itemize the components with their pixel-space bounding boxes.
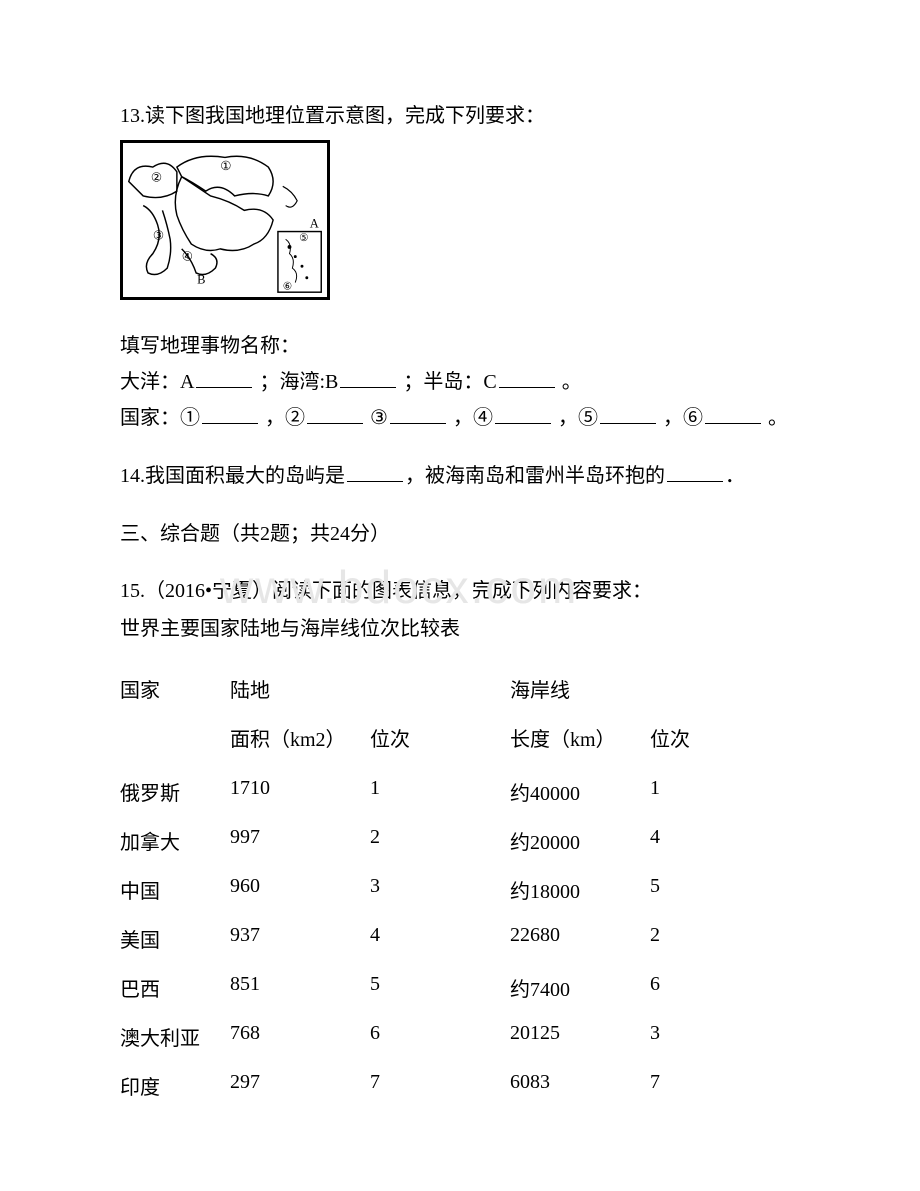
comma-3: ， [453, 407, 473, 429]
comma-5: ， [663, 407, 683, 429]
q13-ocean-pre: 大洋：A [120, 371, 194, 393]
blank-6[interactable] [705, 404, 761, 424]
cell-coast: 约40000 [510, 767, 650, 816]
q15-title1: 15.（2016•宁夏）阅读下面的图表信息，完成下列内容要求： [120, 574, 800, 608]
table-row: 中国9603约180005 [120, 865, 730, 914]
table-row: 澳大利亚7686201253 [120, 1012, 730, 1061]
map-label-5: ⑤ [299, 232, 309, 244]
cell-crank: 2 [650, 914, 730, 963]
label-c4: ④ [473, 407, 493, 429]
cell-coast: 约18000 [510, 865, 650, 914]
q13-title: 13.读下图我国地理位置示意图，完成下列要求： [120, 100, 800, 132]
cell-arank: 5 [370, 963, 510, 1012]
label-c3: ③ [370, 407, 388, 429]
th-length: 长度（km） [510, 717, 650, 767]
table-row: 俄罗斯17101约400001 [120, 767, 730, 816]
comma-4: ， [558, 407, 578, 429]
label-c6: ⑥ [683, 407, 703, 429]
cell-country: 澳大利亚 [120, 1012, 230, 1061]
china-map-svg: ① ② ③ ④ B A ⑤ ⑥ [123, 143, 327, 297]
cell-arank: 3 [370, 865, 510, 914]
q13-ocean-line: 大洋：A ；海湾:B ；半岛：C 。 [120, 364, 800, 400]
china-map-figure: ① ② ③ ④ B A ⑤ ⑥ [120, 140, 330, 300]
th-land: 陆地 [230, 664, 510, 717]
th-area: 面积（km2） [230, 717, 370, 767]
cell-crank: 3 [650, 1012, 730, 1061]
q13-country-pre: 国家： [120, 407, 180, 429]
period-1: 。 [768, 407, 788, 429]
q15-title2: 世界主要国家陆地与海岸线位次比较表 [120, 612, 800, 646]
cell-arank: 6 [370, 1012, 510, 1061]
label-c5: ⑤ [578, 407, 598, 429]
map-label-1: ① [220, 159, 231, 173]
th-crank: 位次 [650, 717, 730, 767]
blank-3[interactable] [390, 404, 446, 424]
th-coast: 海岸线 [510, 664, 730, 717]
map-label-a: A [310, 217, 319, 231]
cell-area: 937 [230, 914, 370, 963]
q14-end: ． [725, 465, 745, 487]
cell-country: 加拿大 [120, 816, 230, 865]
cell-area: 960 [230, 865, 370, 914]
comma-1: ， [265, 407, 285, 429]
cell-coast: 22680 [510, 914, 650, 963]
comparison-table: 国家 陆地 海岸线 面积（km2） 位次 长度（km） 位次 俄罗斯17101约… [120, 664, 730, 1110]
cell-country: 美国 [120, 914, 230, 963]
q14-pre: 14.我国面积最大的岛屿是 [120, 465, 345, 487]
q14-mid: ，被海南岛和雷州半岛环抱的 [405, 465, 665, 487]
q13-ocean-end: 。 [562, 371, 582, 393]
table-row: 印度297760837 [120, 1061, 730, 1110]
label-c1: ① [180, 407, 200, 429]
q13-ocean-sep2: ；半岛：C [403, 371, 496, 393]
table-body: 俄罗斯17101约400001 加拿大9972约200004 中国9603约18… [120, 767, 730, 1110]
cell-coast: 6083 [510, 1061, 650, 1110]
blank-a[interactable] [196, 368, 252, 388]
cell-area: 768 [230, 1012, 370, 1061]
cell-area: 1710 [230, 767, 370, 816]
blank-bay[interactable] [667, 462, 723, 482]
map-label-6: ⑥ [283, 280, 293, 292]
map-label-b: B [197, 273, 205, 287]
map-label-2: ② [151, 171, 162, 185]
blank-2[interactable] [307, 404, 363, 424]
cell-crank: 4 [650, 816, 730, 865]
q14-line: 14.我国面积最大的岛屿是 ，被海南岛和雷州半岛环抱的 ． [120, 458, 800, 494]
map-label-4: ④ [182, 249, 193, 263]
cell-country: 俄罗斯 [120, 767, 230, 816]
cell-coast: 约20000 [510, 816, 650, 865]
cell-country: 巴西 [120, 963, 230, 1012]
th-country: 国家 [120, 664, 230, 717]
q13-ocean-sep1: ；海湾:B [259, 371, 338, 393]
cell-area: 997 [230, 816, 370, 865]
blank-1[interactable] [202, 404, 258, 424]
cell-country: 印度 [120, 1061, 230, 1110]
cell-crank: 6 [650, 963, 730, 1012]
cell-crank: 1 [650, 767, 730, 816]
label-c2: ② [285, 407, 305, 429]
section-3-heading: 三、综合题（共2题；共24分） [120, 516, 800, 552]
table-row: 加拿大9972约200004 [120, 816, 730, 865]
cell-arank: 7 [370, 1061, 510, 1110]
blank-5[interactable] [600, 404, 656, 424]
blank-4[interactable] [495, 404, 551, 424]
cell-coast: 20125 [510, 1012, 650, 1061]
blank-c[interactable] [499, 368, 555, 388]
q13-fill-title: 填写地理事物名称： [120, 328, 800, 364]
cell-area: 297 [230, 1061, 370, 1110]
cell-country: 中国 [120, 865, 230, 914]
cell-arank: 4 [370, 914, 510, 963]
cell-coast: 约7400 [510, 963, 650, 1012]
cell-crank: 5 [650, 865, 730, 914]
th-arank: 位次 [370, 717, 510, 767]
blank-b[interactable] [340, 368, 396, 388]
map-label-3: ③ [153, 228, 164, 242]
q13-country-line: 国家：① ，② ③ ，④ ，⑤ ，⑥ 。 [120, 400, 800, 436]
cell-arank: 1 [370, 767, 510, 816]
table-row: 巴西8515约74006 [120, 963, 730, 1012]
blank-island[interactable] [347, 462, 403, 482]
table-row: 美国9374226802 [120, 914, 730, 963]
cell-arank: 2 [370, 816, 510, 865]
cell-crank: 7 [650, 1061, 730, 1110]
cell-area: 851 [230, 963, 370, 1012]
